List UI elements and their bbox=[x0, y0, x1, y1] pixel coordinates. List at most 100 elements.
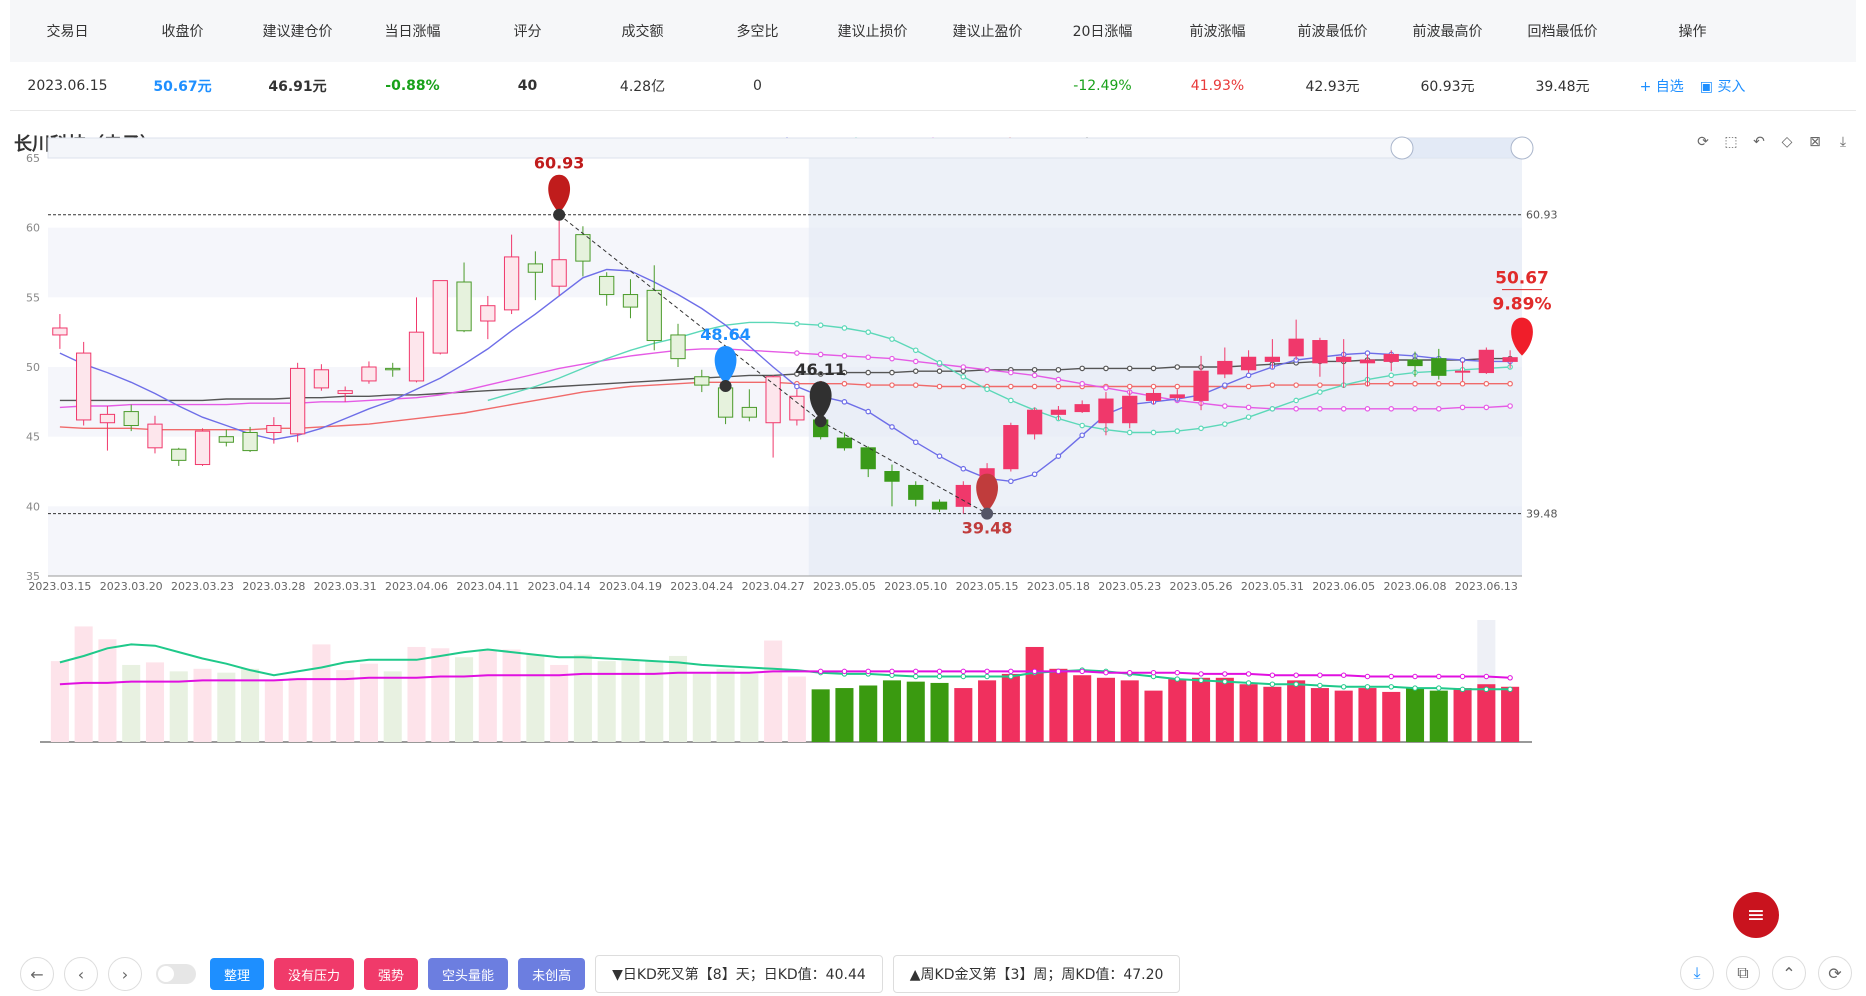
candle bbox=[1359, 354, 1376, 387]
x-tick-label: 2023.05.23 bbox=[1098, 580, 1161, 593]
back-button[interactable]: ← bbox=[20, 957, 54, 991]
candle bbox=[931, 499, 948, 512]
volume-ma-line-2-point bbox=[984, 668, 990, 675]
candle-body bbox=[931, 501, 948, 510]
zoom-icon[interactable]: ⬚ bbox=[1724, 134, 1738, 150]
candle bbox=[337, 386, 353, 402]
candle-body bbox=[361, 366, 377, 382]
header-13: 回档最低价 bbox=[1527, 24, 1598, 40]
candle-body bbox=[147, 423, 163, 449]
candle bbox=[242, 426, 258, 452]
watch-button[interactable]: + 自选 bbox=[1639, 79, 1684, 95]
volume-bar bbox=[1429, 690, 1448, 742]
tag-4[interactable]: 未创高 bbox=[518, 958, 586, 990]
volume-bar bbox=[1025, 646, 1044, 742]
volume-ma-line-1-point bbox=[1436, 685, 1442, 691]
reload-icon: ⟳ bbox=[1828, 963, 1842, 983]
price-marker: 46.11 bbox=[795, 360, 846, 428]
candle bbox=[76, 341, 92, 426]
ma31-line-point bbox=[1079, 380, 1085, 387]
candle bbox=[575, 226, 591, 277]
volume-ma-line-2 bbox=[59, 670, 1511, 686]
candle bbox=[908, 481, 924, 507]
buy-button[interactable]: ▣ 买入 bbox=[1699, 79, 1746, 95]
prev-button[interactable]: ‹ bbox=[64, 957, 98, 991]
download-button[interactable]: ⤓ bbox=[1680, 956, 1714, 990]
restore-icon[interactable]: ◇ bbox=[1781, 134, 1793, 150]
reload-button[interactable]: ⟳ bbox=[1818, 956, 1852, 990]
tag-3[interactable]: 空头量能 bbox=[428, 958, 509, 990]
volume-ma-line-2-point bbox=[1150, 669, 1157, 676]
volume-ma-line-2-point bbox=[889, 668, 895, 675]
x-tick-label: 2023.03.20 bbox=[100, 580, 163, 593]
x-tick-label: 2023.03.15 bbox=[28, 580, 91, 593]
marker-label: 48.64 bbox=[700, 325, 751, 344]
cell-pullback-low: 39.48元 bbox=[1535, 79, 1590, 95]
download-icon[interactable]: ⤓ bbox=[1839, 134, 1847, 150]
menu-fab[interactable]: ≡ bbox=[1733, 892, 1779, 938]
cell-day-change: -0.88% bbox=[385, 78, 440, 94]
volume-bar bbox=[1405, 688, 1425, 742]
tag-1[interactable]: 没有压力 bbox=[274, 958, 355, 990]
volume-bar bbox=[383, 671, 402, 742]
refresh-icon[interactable]: ⟳ bbox=[1697, 134, 1709, 150]
ma63-line-point bbox=[1031, 383, 1038, 390]
candle bbox=[694, 369, 710, 393]
ma63-line-point bbox=[1483, 380, 1490, 387]
chevron-right-icon: › bbox=[121, 964, 129, 984]
volume-bar bbox=[98, 639, 117, 742]
candle-body bbox=[337, 390, 353, 394]
candle bbox=[1264, 339, 1281, 369]
volume-bar bbox=[502, 649, 521, 742]
ma250-line-point bbox=[936, 368, 943, 374]
scroll-top-button[interactable]: ⌃ bbox=[1772, 956, 1806, 990]
ma31-line-point bbox=[1412, 405, 1418, 412]
y-tick-label: 65 bbox=[26, 152, 40, 165]
cell-prev-wave-change: 41.93% bbox=[1190, 78, 1245, 94]
next-button[interactable]: › bbox=[108, 957, 142, 991]
candle-body bbox=[242, 431, 258, 452]
buy-label: 买入 bbox=[1717, 79, 1746, 95]
ma18-line-point bbox=[841, 325, 848, 331]
tag-0[interactable]: 整理 bbox=[210, 958, 265, 990]
volume-ma-line-2-point bbox=[1317, 672, 1323, 678]
ma18-line-point bbox=[889, 336, 895, 342]
ma31-line-point bbox=[1364, 405, 1371, 412]
x-tick-label: 2023.05.15 bbox=[956, 580, 1019, 593]
candle bbox=[1074, 400, 1090, 413]
cell-actions: + 自选 ▣ 买入 bbox=[1620, 76, 1765, 96]
candle bbox=[741, 389, 757, 422]
zoom-reset-icon[interactable]: ↶ bbox=[1753, 134, 1765, 150]
toggle-switch[interactable] bbox=[156, 964, 196, 984]
candle bbox=[1312, 337, 1328, 377]
ma250-line-point bbox=[841, 369, 848, 376]
cell-turnover: 4.28亿 bbox=[619, 79, 666, 95]
x-tick-label: 2023.04.24 bbox=[670, 580, 733, 593]
header-2: 建议建仓价 bbox=[262, 24, 333, 40]
candle-body bbox=[1288, 338, 1304, 357]
volume-ma-line-2-point bbox=[1269, 672, 1276, 678]
ma18-line-point bbox=[794, 321, 800, 327]
volume-bar bbox=[407, 646, 426, 742]
select-icon[interactable]: ⊠ bbox=[1809, 134, 1821, 150]
ma63-line-point bbox=[889, 382, 895, 388]
arrow-left-icon: ← bbox=[30, 964, 44, 984]
header-1: 收盘价 bbox=[161, 24, 204, 40]
candle-body bbox=[575, 234, 591, 262]
candle-body bbox=[860, 447, 876, 470]
candle bbox=[313, 364, 330, 391]
ma250-line-point bbox=[817, 371, 824, 377]
ma63-line-point bbox=[841, 380, 848, 387]
copy-button[interactable]: ⧉ bbox=[1726, 956, 1760, 990]
ma5-line-point bbox=[1245, 372, 1252, 379]
reference-line-label: 60.93 bbox=[1526, 209, 1558, 222]
ma5-line-point bbox=[912, 439, 919, 446]
volume-bar bbox=[882, 680, 902, 742]
volume-ma-line-2-point bbox=[1055, 668, 1062, 675]
header-12: 前波最高价 bbox=[1412, 24, 1483, 40]
volume-ma-line-1-point bbox=[936, 673, 943, 680]
tag-2[interactable]: 强势 bbox=[364, 958, 419, 990]
candle-body bbox=[1383, 353, 1399, 362]
ma18-line-point bbox=[1126, 429, 1133, 436]
ma31-line-point bbox=[1008, 369, 1014, 376]
